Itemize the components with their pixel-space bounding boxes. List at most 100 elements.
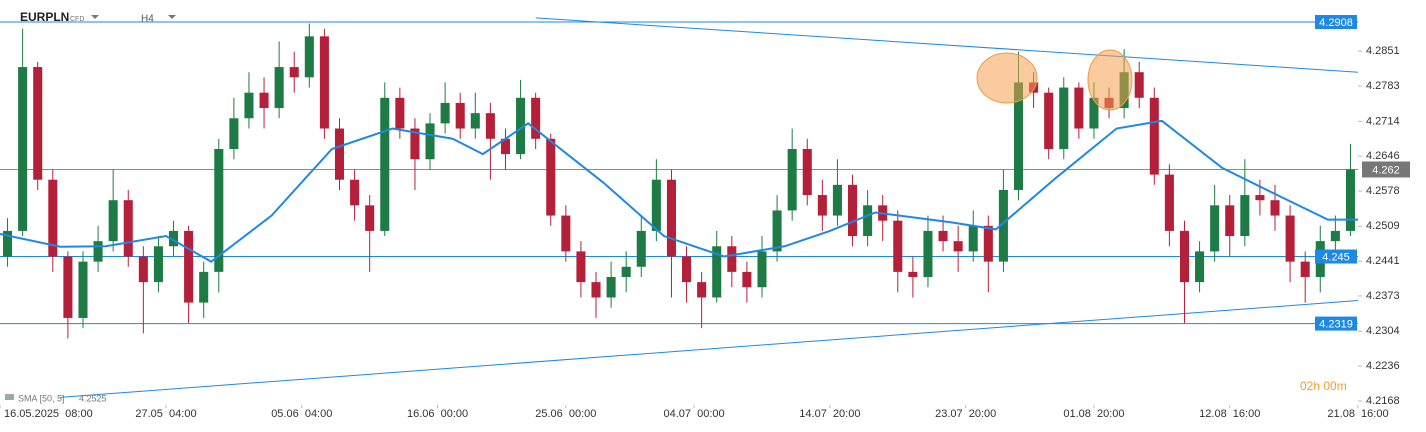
x-tick-label: 23.07 20:00 [935, 408, 996, 420]
candle-body [3, 230, 13, 257]
candle-body [138, 256, 148, 283]
candle-body [531, 97, 541, 139]
x-tick-label: 27.05 04:00 [135, 408, 196, 420]
candle-body [500, 138, 511, 155]
candle-body [334, 128, 345, 180]
x-tick-label: 01.08 20:00 [1063, 408, 1124, 420]
y-tick-label: 4.2236 [1366, 360, 1400, 372]
candle-body [274, 67, 284, 109]
level-label-box [1315, 249, 1357, 264]
candle-body [259, 92, 269, 109]
candle-body [440, 102, 450, 124]
candle-body [485, 113, 495, 139]
candle-body [546, 138, 556, 216]
y-tick-label: 4.2373 [1366, 290, 1400, 302]
candle-body [908, 271, 918, 277]
candle-body [621, 266, 631, 277]
candle-body [742, 271, 752, 288]
y-tick-label: 4.2714 [1366, 115, 1400, 127]
candle-body [244, 92, 254, 119]
candle-body [953, 241, 963, 252]
candle-body [365, 205, 375, 231]
candle-body [802, 148, 812, 196]
candle-body [636, 230, 646, 267]
candle-body [78, 261, 88, 318]
sma-line [0, 119, 1358, 263]
candle-body [1134, 72, 1144, 98]
y-tick-label: 4.2646 [1366, 150, 1400, 162]
candle-body [666, 179, 676, 257]
candle-body [1164, 174, 1174, 231]
y-tick-label: 4.2304 [1366, 325, 1400, 337]
y-tick-label: 4.2509 [1366, 220, 1400, 232]
candle-body [1345, 169, 1355, 231]
candle-body [289, 67, 299, 78]
candle-body [395, 97, 405, 129]
candle-body [832, 184, 842, 216]
candle-body [591, 282, 601, 298]
level-label-box [1315, 15, 1357, 30]
candle-body [455, 102, 465, 129]
y-tick-label: 4.2783 [1366, 80, 1400, 92]
candle-body [998, 189, 1008, 262]
candle-body [1285, 215, 1295, 262]
candle-body [772, 210, 782, 252]
plot: 4.2168 4.2236 4.2304 4.2373 4.2441 4.2509 4.25… [0, 15, 1410, 420]
level-label: 4.245 [1322, 251, 1350, 263]
x-tick-label: 16.05.2025 08:00 [4, 408, 93, 420]
y-tick-label: 4.2168 [1366, 395, 1400, 407]
candle-body [304, 36, 314, 78]
candle-body [863, 205, 873, 237]
candle-body [184, 230, 194, 303]
sma-name: SMA [50, 5] [18, 393, 65, 403]
candle-body [410, 128, 420, 160]
y-tick-label: 4.2578 [1366, 185, 1400, 197]
candle-body [651, 179, 661, 231]
candle-body [516, 97, 526, 155]
x-tick-label: 05.06 04:00 [271, 408, 332, 420]
candle-body [787, 148, 797, 211]
candle-body [1089, 97, 1099, 129]
candle-body [1255, 195, 1265, 201]
candle-body [1330, 230, 1340, 242]
symbol[interactable]: EURPLN [20, 10, 69, 24]
candle-body [123, 200, 133, 257]
candle-body [1210, 205, 1220, 252]
candle-body [63, 256, 73, 318]
x-tick-label: 16.06 00:00 [407, 408, 468, 420]
current-price-box [1362, 161, 1410, 178]
candle-body [968, 225, 978, 252]
candle-body [1059, 87, 1069, 149]
candle-body [380, 97, 390, 231]
candle-body [893, 220, 903, 272]
candle-body [697, 282, 707, 298]
candle-body [1270, 200, 1280, 216]
candle-body [108, 200, 118, 242]
candle-body [923, 230, 933, 277]
candle-body [1044, 92, 1054, 149]
candle-body [214, 148, 224, 272]
sma-value: 4.2525 [79, 393, 107, 403]
y-tick-label: 4.2851 [1366, 45, 1400, 57]
candle-body [817, 195, 827, 216]
candle-body [93, 241, 103, 262]
candle-body [757, 251, 767, 288]
trendline [60, 300, 1359, 398]
dropdown-arrow[interactable] [168, 15, 176, 19]
candle-body [727, 246, 737, 272]
candle-body [18, 67, 28, 231]
level-label: 4.2908 [1319, 17, 1353, 29]
highlight [1087, 49, 1133, 111]
candle-body [847, 184, 858, 237]
timeframe[interactable]: H4 [141, 14, 154, 25]
indicator-icon[interactable] [5, 394, 14, 400]
candle-body [48, 179, 58, 257]
candle-body [1179, 230, 1190, 283]
x-tick-label: 12.08 16:00 [1199, 408, 1260, 420]
dropdown-arrow[interactable] [91, 15, 99, 19]
instrument-type: CFD [70, 16, 84, 23]
candle-body [1149, 97, 1159, 175]
candle-body [229, 118, 239, 149]
